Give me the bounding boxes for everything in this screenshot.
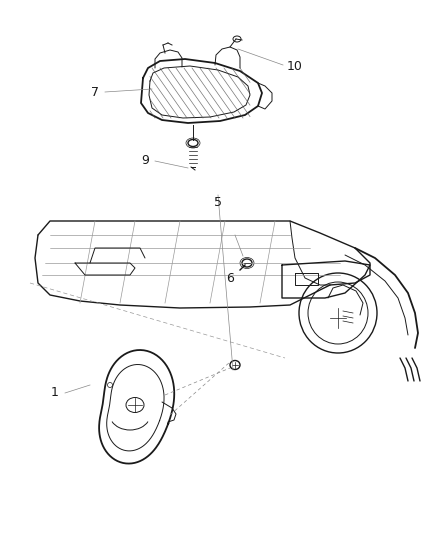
- Text: 1: 1: [51, 386, 59, 400]
- Text: 9: 9: [141, 155, 149, 167]
- Text: 6: 6: [226, 271, 234, 285]
- Text: 10: 10: [287, 60, 303, 72]
- Text: 7: 7: [91, 86, 99, 100]
- Text: 5: 5: [214, 197, 222, 209]
